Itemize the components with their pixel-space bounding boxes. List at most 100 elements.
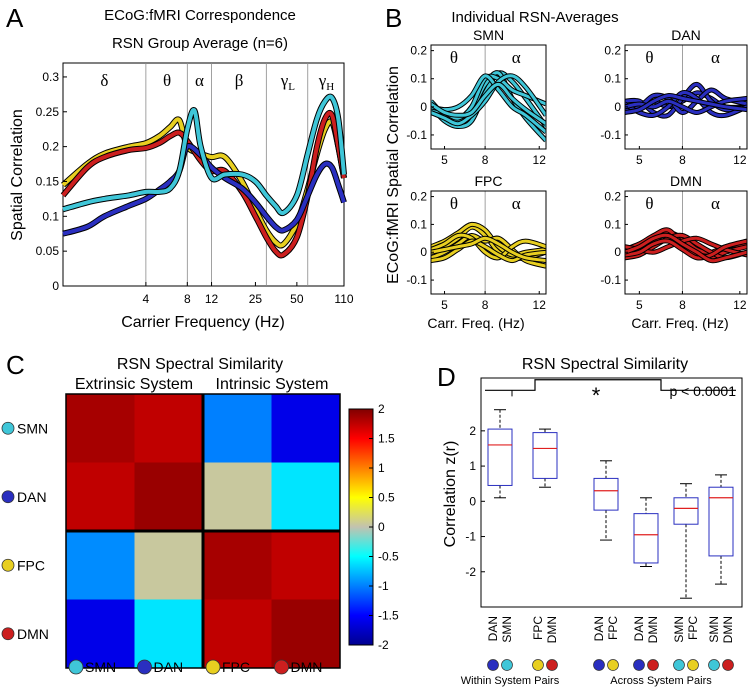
heatmap-cell	[66, 394, 135, 463]
col-label-smn: SMN	[85, 659, 116, 675]
band-label: δ	[100, 71, 108, 90]
pair-dot-fpc	[532, 659, 544, 671]
panel-a-x-ticks: 4 8 12 25 50 110	[143, 282, 354, 306]
pair-dot-fpc	[687, 659, 699, 671]
y-tick-label: 0.15	[36, 174, 60, 188]
box-dan-fpc	[593, 460, 619, 541]
x-tick-label: 12	[533, 298, 547, 312]
heatmap-cell	[203, 531, 272, 600]
panel-letter-a: A	[6, 3, 24, 33]
box-dan-dmn	[633, 497, 659, 567]
subplot-dmn: DMN θ α 5 8 12 -0.1 0 0.1 0.2	[600, 173, 748, 312]
y-tick-label: -0.1	[600, 128, 621, 142]
subplot-lines	[625, 227, 747, 264]
y-tick-label: 0.25	[36, 105, 60, 119]
y-tick-label: 0.3	[42, 70, 59, 84]
heatmap-cell	[271, 599, 341, 669]
line-dmn	[625, 239, 747, 260]
x-tick-label: 5	[441, 153, 448, 167]
y-tick-label: 2	[469, 424, 476, 438]
colorbar-tick-label: 1.5	[378, 432, 395, 446]
y-tick-label: 0.1	[42, 209, 59, 223]
subplot-title: FPC	[475, 173, 503, 189]
y-tick-label: 1	[469, 459, 476, 473]
panel-c-intrinsic-label: Intrinsic System	[216, 376, 329, 393]
box-iqr	[593, 477, 619, 511]
heatmap-cell	[134, 394, 204, 463]
line-smn	[431, 74, 546, 134]
panel-d-y-ticks: -2 -1 0 1 2	[465, 424, 485, 579]
y-tick-label: -0.1	[406, 128, 427, 142]
theta-band-label: θ	[645, 48, 653, 67]
colorbar-tick-label: 1	[378, 461, 385, 475]
row-label-fpc: FPC	[17, 557, 45, 573]
heatmap-cell	[203, 599, 272, 669]
pair-dot-dmn	[546, 659, 558, 671]
panel-d-y-label: Correlation z(r)	[442, 441, 459, 548]
pair-label-smn: SMN	[707, 616, 721, 643]
x-tick-label: 8	[679, 298, 686, 312]
panel-d-within-label: Within System Pairs	[461, 675, 560, 687]
row-label-dmn: DMN	[17, 626, 49, 642]
pair-dot-dan	[487, 659, 499, 671]
panel-d-title: RSN Spectral Similarity	[522, 356, 688, 373]
y-tick-label: 0	[614, 100, 621, 114]
line-fpc	[431, 233, 546, 260]
colorbar-tick-label: -1.5	[378, 609, 399, 623]
panel-d-across-label: Across System Pairs	[610, 675, 712, 687]
subplot-title: DAN	[671, 27, 701, 43]
x-tick-label: 8	[482, 153, 489, 167]
colorbar-tick-label: 2	[378, 402, 385, 416]
bracket-line	[485, 379, 736, 391]
y-tick-label: 0	[420, 245, 427, 259]
y-tick-label: -2	[465, 565, 476, 579]
panel-b-subplots: SMN θ α 5 8 12 -0.1 0 0.1 0.2 DAN θ α 5 8 12 -0.1 0 0.1 0.2…	[406, 27, 748, 312]
series-line-dan	[62, 144, 346, 236]
heatmap-cell	[66, 531, 135, 600]
y-tick-label: 0.1	[604, 217, 621, 231]
panel-a-y-ticks: 0 0.05 0.1 0.15 0.2 0.25 0.3	[36, 70, 67, 293]
col-label-dan: DAN	[154, 659, 184, 675]
pair-label-smn: SMN	[500, 616, 514, 643]
subplot-title: DMN	[670, 173, 702, 189]
x-tick-label: 8	[184, 292, 191, 306]
band-label: γH	[318, 71, 335, 93]
heatmap-cell	[203, 462, 272, 532]
x-tick-label: 12	[733, 153, 747, 167]
box-iqr	[487, 428, 513, 486]
line-fpc	[431, 236, 546, 263]
heatmap-cell	[66, 462, 135, 532]
subplot-fpc: FPC θ α 5 8 12 -0.1 0 0.1 0.2	[406, 173, 547, 312]
colorbar-tick-label: 0	[378, 520, 385, 534]
heatmap-cell	[134, 531, 204, 600]
x-tick-label: 25	[249, 292, 263, 306]
box-smn-dmn	[708, 474, 734, 585]
subplot-dan: DAN θ α 5 8 12 -0.1 0 0.1 0.2	[600, 27, 748, 167]
box-dan-smn	[487, 409, 513, 499]
x-tick-label: 50	[290, 292, 304, 306]
panel-letter-c: C	[6, 350, 25, 380]
x-tick-label: 12	[533, 153, 547, 167]
x-tick-label: 5	[636, 298, 643, 312]
theta-band-label: θ	[450, 48, 458, 67]
pair-label-dan: DAN	[486, 616, 500, 641]
panel-d-axes-box	[480, 377, 743, 608]
y-tick-label: 0	[420, 100, 427, 114]
y-tick-label: 0	[52, 279, 59, 293]
line-dmn	[625, 233, 747, 263]
y-tick-label: 0	[614, 245, 621, 259]
panel-letter-d: D	[437, 362, 456, 392]
band-label: β	[235, 71, 244, 90]
colorbar-tick-label: -1	[378, 579, 389, 593]
colorbar-tick-label: -0.5	[378, 550, 399, 564]
band-label: γL	[280, 71, 296, 93]
row-dot-smn	[1, 421, 15, 435]
panel-c: C RSN Spectral Similarity Extrinsic Syst…	[1, 350, 399, 675]
line-smn	[431, 82, 546, 125]
col-label-dmn: DMN	[291, 659, 323, 675]
pair-label-dmn: DMN	[545, 616, 559, 643]
y-tick-label: 0.1	[410, 72, 427, 86]
panel-b-title: Individual RSN-Averages	[451, 9, 618, 26]
pair-label-dmn: DMN	[721, 616, 735, 643]
